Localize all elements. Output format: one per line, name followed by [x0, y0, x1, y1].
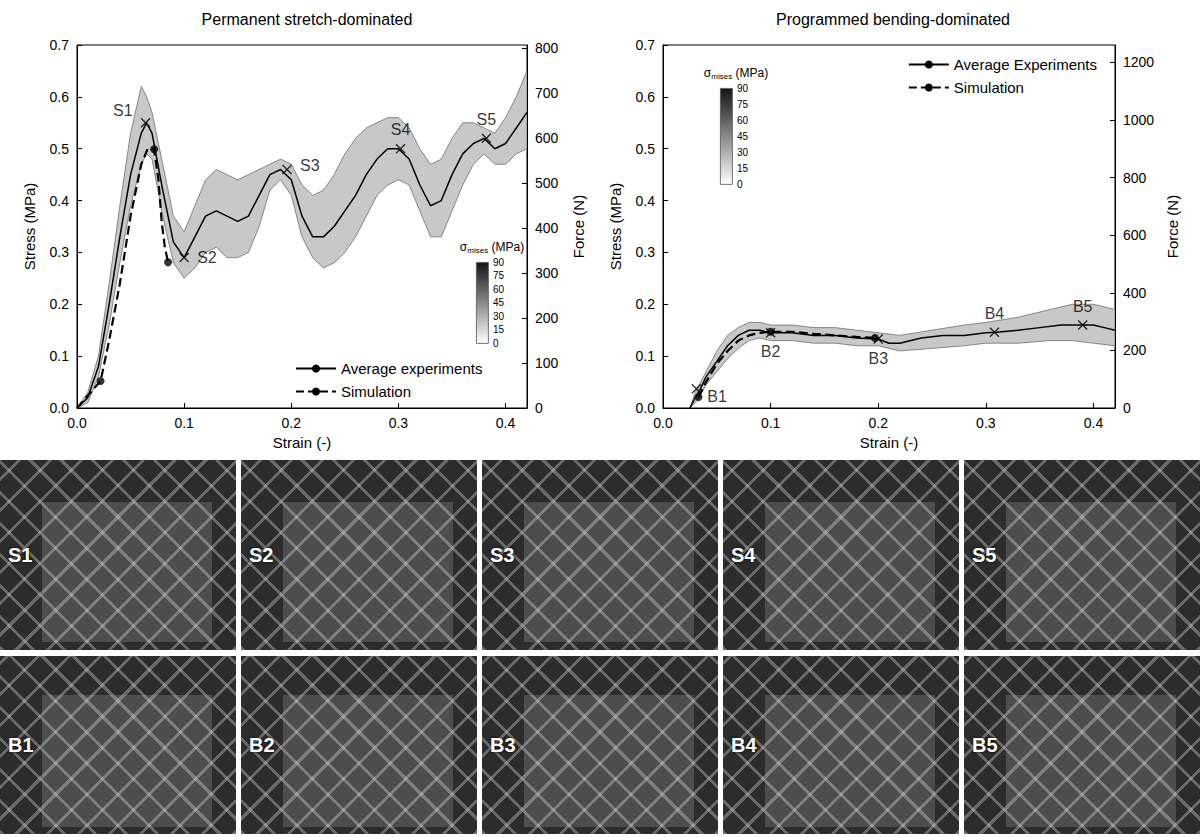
svg-text:mises: mises [467, 246, 488, 255]
svg-text:B4: B4 [985, 305, 1005, 322]
svg-text:0.5: 0.5 [50, 141, 70, 157]
svg-text:200: 200 [535, 310, 559, 326]
html-text:B4: B4 [731, 733, 757, 756]
svg-text:0.0: 0.0 [50, 400, 70, 416]
svg-text:B3: B3 [868, 350, 888, 367]
svg-text:75: 75 [737, 99, 749, 110]
svg-text:Simulation: Simulation [341, 383, 411, 400]
svg-text:S3: S3 [300, 157, 320, 174]
svg-text:0.4: 0.4 [1084, 415, 1104, 431]
html-text:B1: B1 [8, 733, 34, 756]
svg-text:0: 0 [737, 179, 743, 190]
svg-text:100: 100 [535, 355, 559, 371]
svg-text:0.2: 0.2 [50, 296, 70, 312]
svg-text:15: 15 [737, 163, 749, 174]
html-text:B3: B3 [490, 733, 516, 756]
svg-text:60: 60 [737, 115, 749, 126]
svg-text:0.1: 0.1 [761, 415, 781, 431]
svg-text:S5: S5 [476, 111, 496, 128]
svg-text:0.2: 0.2 [282, 415, 302, 431]
svg-text:0: 0 [1123, 400, 1131, 416]
html-text:S3: S3 [490, 543, 515, 566]
svg-text:(MPa): (MPa) [732, 66, 768, 80]
svg-text:σ: σ [459, 240, 468, 254]
svg-text:0.0: 0.0 [636, 400, 656, 416]
svg-text:Strain (-): Strain (-) [860, 434, 918, 451]
svg-text:B1: B1 [707, 388, 727, 405]
svg-text:Stress (MPa): Stress (MPa) [21, 183, 38, 271]
svg-text:Simulation: Simulation [954, 79, 1024, 96]
svg-text:600: 600 [535, 130, 559, 146]
svg-text:0.3: 0.3 [50, 244, 70, 260]
svg-text:B2: B2 [761, 343, 781, 360]
svg-text:0.4: 0.4 [50, 193, 70, 209]
svg-text:0.2: 0.2 [636, 296, 656, 312]
svg-text:(MPa): (MPa) [488, 240, 524, 254]
html-text:S4: S4 [731, 543, 756, 566]
svg-text:Average experiments: Average experiments [341, 360, 482, 377]
svg-text:400: 400 [535, 220, 559, 236]
svg-text:Permanent stretch-dominated: Permanent stretch-dominated [202, 11, 413, 28]
svg-text:500: 500 [535, 175, 559, 191]
svg-text:Average Experiments: Average Experiments [954, 56, 1097, 73]
svg-text:0.1: 0.1 [636, 348, 656, 364]
svg-text:0.3: 0.3 [976, 415, 996, 431]
svg-text:0: 0 [535, 400, 543, 416]
svg-text:600: 600 [1123, 227, 1147, 243]
html-text:S1: S1 [8, 543, 33, 566]
svg-text:0.4: 0.4 [496, 415, 516, 431]
svg-text:15: 15 [493, 324, 505, 335]
svg-text:90: 90 [493, 257, 505, 268]
html-text:S5: S5 [972, 543, 997, 566]
svg-text:0.0: 0.0 [653, 415, 673, 431]
svg-text:700: 700 [535, 85, 559, 101]
svg-text:45: 45 [493, 297, 505, 308]
svg-text:0.7: 0.7 [636, 37, 656, 53]
svg-text:1200: 1200 [1123, 54, 1154, 70]
svg-text:0.1: 0.1 [174, 415, 194, 431]
html-text:B2: B2 [249, 733, 275, 756]
svg-text:45: 45 [737, 131, 749, 142]
svg-text:σ: σ [703, 66, 712, 80]
html-text:B5: B5 [972, 733, 998, 756]
svg-text:1000: 1000 [1123, 112, 1154, 128]
svg-text:S4: S4 [391, 121, 411, 138]
svg-text:B5: B5 [1073, 298, 1093, 315]
svg-text:0.5: 0.5 [636, 141, 656, 157]
svg-text:60: 60 [493, 284, 505, 295]
svg-text:0.4: 0.4 [636, 193, 656, 209]
svg-text:Stress (MPa): Stress (MPa) [607, 183, 624, 271]
svg-text:0.6: 0.6 [636, 89, 656, 105]
svg-text:800: 800 [1123, 170, 1147, 186]
svg-text:Force (N): Force (N) [1164, 195, 1181, 258]
svg-text:0.1: 0.1 [50, 348, 70, 364]
html-text:S2: S2 [249, 543, 274, 566]
svg-text:Force (N): Force (N) [570, 195, 587, 258]
svg-text:30: 30 [493, 311, 505, 322]
svg-text:200: 200 [1123, 342, 1147, 358]
svg-text:300: 300 [535, 265, 559, 281]
svg-text:Programmed bending-dominated: Programmed bending-dominated [776, 11, 1010, 28]
svg-text:800: 800 [535, 40, 559, 56]
svg-text:90: 90 [737, 83, 749, 94]
svg-text:0.6: 0.6 [50, 89, 70, 105]
svg-text:0.3: 0.3 [636, 244, 656, 260]
svg-text:400: 400 [1123, 285, 1147, 301]
svg-text:30: 30 [737, 147, 749, 158]
svg-text:S2: S2 [197, 249, 217, 266]
svg-text:0: 0 [493, 338, 499, 349]
svg-text:0.3: 0.3 [389, 415, 409, 431]
svg-text:Strain (-): Strain (-) [273, 434, 331, 451]
svg-text:0.7: 0.7 [50, 37, 70, 53]
svg-text:75: 75 [493, 270, 505, 281]
svg-text:0.0: 0.0 [67, 415, 87, 431]
svg-text:0.2: 0.2 [869, 415, 889, 431]
svg-text:mises: mises [711, 72, 732, 81]
svg-text:S1: S1 [113, 102, 133, 119]
